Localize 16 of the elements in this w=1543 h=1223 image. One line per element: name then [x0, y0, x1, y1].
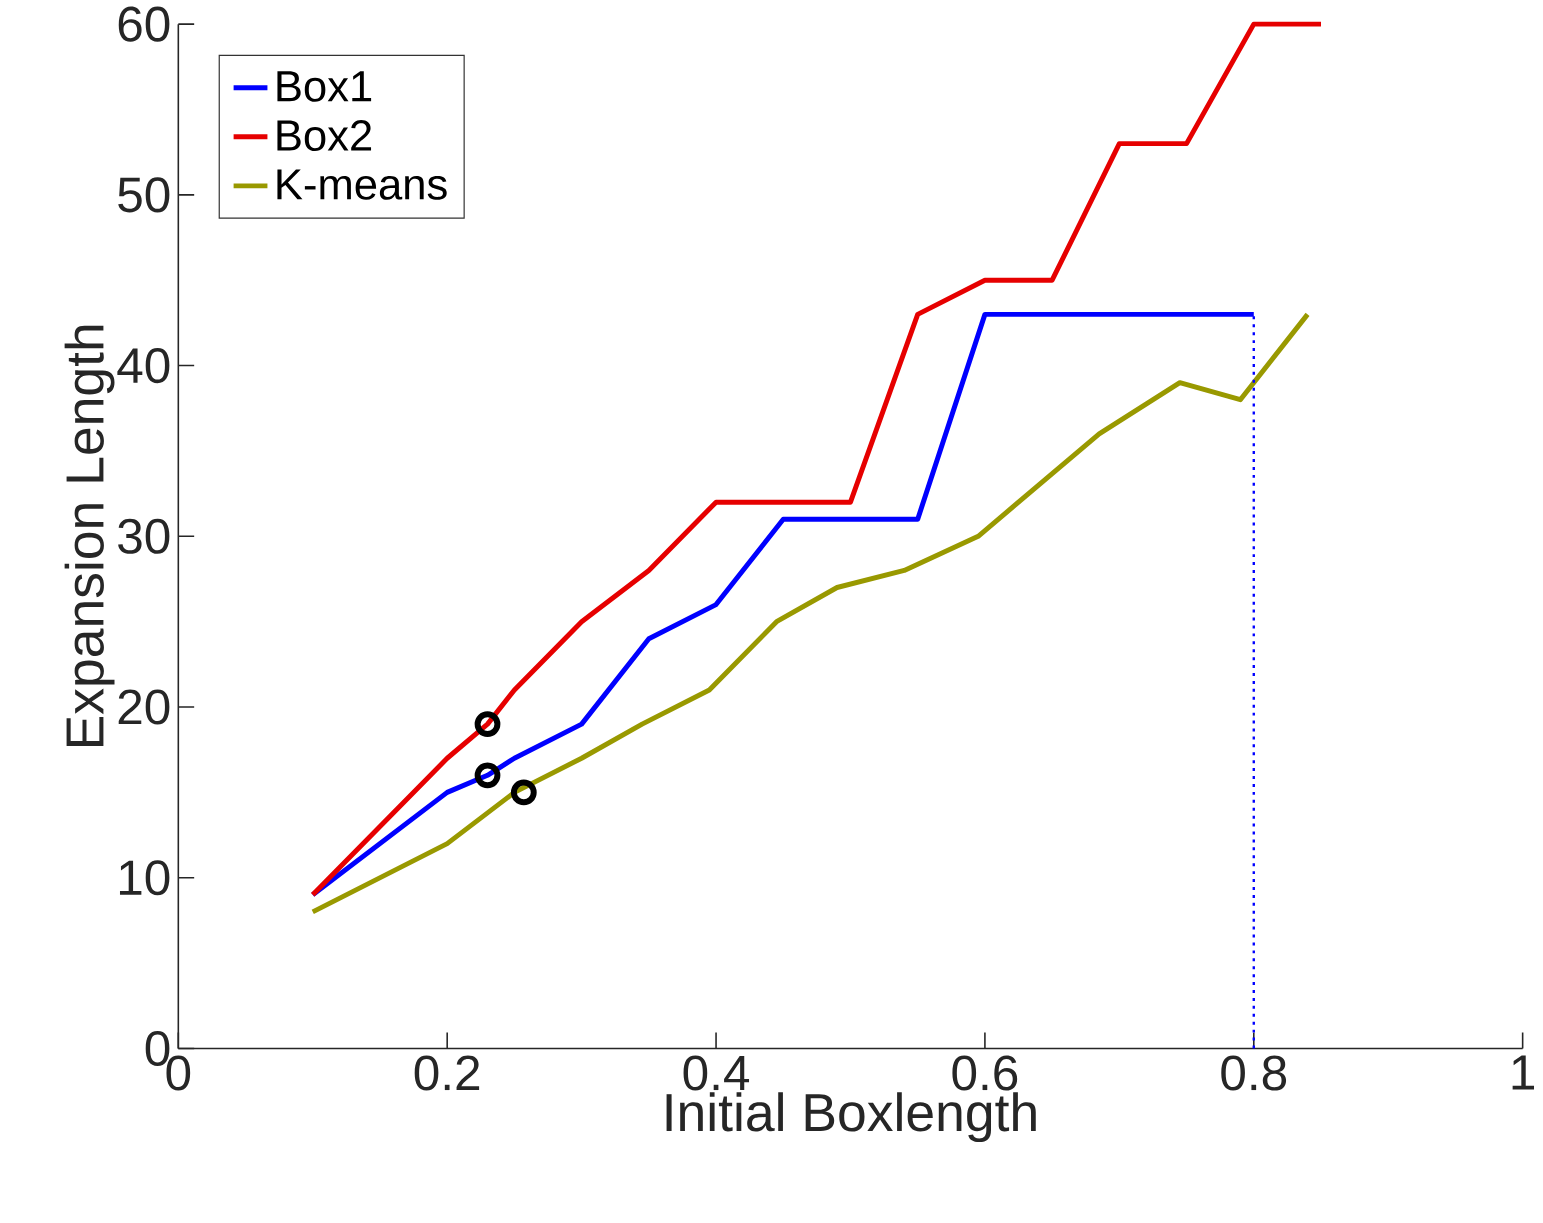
x-tick-label: 0.2: [414, 1055, 480, 1091]
y-axis-title: Expansion Length: [64, 325, 115, 747]
y-tick-label: 60: [118, 6, 170, 42]
legend-label: Box1: [277, 71, 372, 102]
legend-label: Box2: [277, 120, 372, 152]
y-tick-label: 10: [119, 860, 170, 896]
x-tick-label: 1: [1512, 1055, 1535, 1090]
x-tick-label: 0.8: [1221, 1055, 1287, 1091]
x-tick-label: 0.4: [683, 1055, 750, 1091]
y-tick-label: 40: [117, 348, 170, 384]
y-tick-label: 30: [118, 518, 170, 554]
x-axis-title: Initial Boxlength: [666, 1092, 1036, 1143]
y-tick-label: 20: [118, 689, 170, 725]
x-tick-label: 0.6: [952, 1055, 1018, 1091]
legend-label: K-means: [277, 169, 447, 200]
y-tick-label: 50: [118, 177, 170, 213]
